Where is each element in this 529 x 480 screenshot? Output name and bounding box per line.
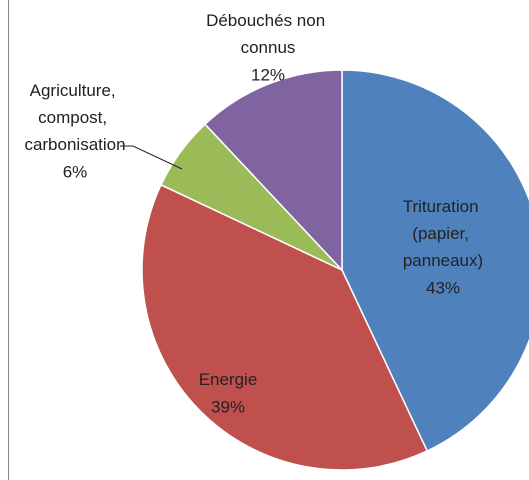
slice-value-label: 43% <box>426 278 460 297</box>
slice-label: Energie <box>199 370 258 389</box>
slice-label-line: Energie <box>199 370 258 389</box>
slice-value-label: 39% <box>211 397 245 416</box>
slice-label-line: Agriculture, <box>30 81 121 100</box>
slice-label: Débouchés non connus <box>206 11 330 57</box>
slice-label-line: (papier, <box>412 224 473 243</box>
slice-label: Trituration (papier, panneaux) <box>403 197 484 270</box>
slice-label: Agriculture, compost, carbonisation <box>24 81 125 154</box>
slice-label-line: Trituration <box>403 197 484 216</box>
slice-label-line: compost, <box>38 108 112 127</box>
pie-slice <box>204 69 343 272</box>
slice-value-label: 6% <box>63 162 88 181</box>
pie-slice <box>141 183 429 471</box>
slice-label-line: connus <box>241 38 296 57</box>
slice-label-line: Débouchés non <box>206 11 330 30</box>
slice-value-label: 12% <box>251 65 285 84</box>
slice-label-line: carbonisation <box>24 135 125 154</box>
slice-label-line: panneaux) <box>403 251 483 270</box>
leader-line <box>120 145 183 170</box>
pie-slice <box>341 69 529 452</box>
